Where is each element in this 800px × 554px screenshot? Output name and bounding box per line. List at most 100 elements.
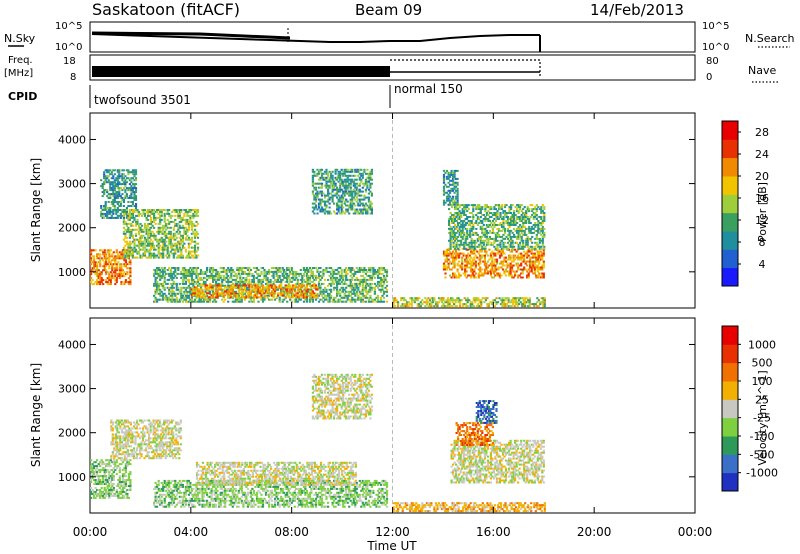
power-cell [342,286,345,289]
power-cell [302,288,305,291]
power-cell [336,280,339,283]
power-cell [299,284,302,287]
power-cell [108,275,111,278]
power-cell [122,226,125,229]
power-cell [190,290,193,293]
power-cell [466,216,469,218]
power-cell [485,233,488,236]
power-cell [302,294,305,297]
power-cell [147,244,150,247]
power-cell [116,216,119,219]
power-cell [119,197,122,199]
power-cell [465,256,468,259]
power-cell [486,272,489,275]
power-cell [488,224,491,226]
power-cell [111,275,114,278]
power-cell [357,212,360,215]
power-cell [290,290,293,293]
power-cell [198,296,201,299]
power-cell [108,249,111,252]
power-cell [492,262,495,265]
power-cell [131,183,134,186]
power-cell [113,209,116,211]
power-cell [248,292,251,295]
power-cell [522,218,525,220]
power-cell [181,224,184,227]
power-cell [455,276,458,279]
power-cell [468,258,471,261]
power-cell [317,294,321,297]
power-cell [348,267,351,269]
power-cell [529,258,532,261]
power-cell [196,248,200,251]
power-cell [369,294,372,297]
power-cell [488,216,491,218]
power-cell [198,276,201,279]
power-cell [243,270,246,273]
power-cell [340,300,343,303]
power-cell [186,300,189,303]
power-cell [292,296,295,299]
power-cell [454,231,457,234]
power-cell [171,292,174,295]
power-cell [482,247,485,250]
power-cell [497,274,500,277]
power-cell [520,245,523,248]
power-cell [195,282,198,285]
power-cell [535,256,538,259]
power-cell [448,208,451,211]
power-cell [456,252,459,255]
power-cell [154,296,157,299]
power-cell [154,280,157,283]
power-cell [180,286,183,289]
power-cell [372,300,375,303]
power-cell [367,178,370,181]
power-cell [221,280,224,283]
power-cell [464,272,467,275]
power-cell [520,216,523,218]
power-cell [186,296,189,299]
power-cell [266,280,269,283]
power-cell [109,271,112,274]
power-cell [328,294,331,297]
power-cell [352,274,355,277]
power-cell [99,279,102,282]
power-cell [473,252,476,255]
power-cell [328,270,331,273]
power-cell [370,276,373,279]
power-cell [127,218,130,221]
power-cell [94,269,97,272]
power-cell [363,204,366,207]
power-cell [447,266,450,269]
power-cell [497,227,501,230]
power-cell [114,279,117,282]
power-cell [126,273,129,276]
power-cell [538,272,541,275]
power-cell [245,267,248,269]
power-cell [316,292,319,295]
power-cell [140,236,144,239]
power-cell [505,212,508,214]
power-cell [314,276,318,279]
power-cell [177,248,180,251]
power-cell [116,201,119,203]
power-cell [304,280,307,283]
power-cell [180,272,183,275]
power-cell [361,182,364,185]
power-cell [314,288,318,291]
power-cell [535,241,538,244]
power-cell [239,267,242,269]
power-cell [124,236,127,239]
power-cell [505,247,508,250]
power-cell [348,269,351,271]
power-cell [323,202,327,205]
power-cell [186,212,189,215]
power-cell [505,214,508,216]
power-cell [508,254,511,257]
power-cell [369,300,372,303]
power-cell [526,241,529,244]
power-cell [363,194,366,197]
power-cell [490,222,493,224]
power-cell [469,247,472,250]
power-cell [286,280,289,283]
